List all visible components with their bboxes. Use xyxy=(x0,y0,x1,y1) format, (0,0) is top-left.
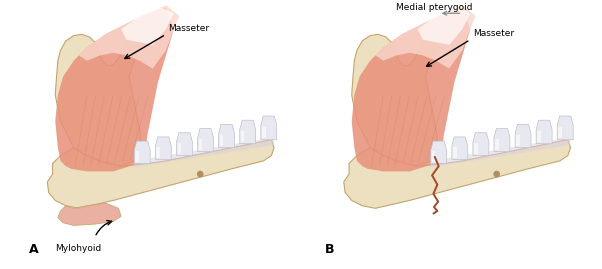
Polygon shape xyxy=(418,7,470,45)
Polygon shape xyxy=(430,141,447,164)
Polygon shape xyxy=(134,137,274,167)
Polygon shape xyxy=(453,147,456,158)
Polygon shape xyxy=(79,5,179,69)
Polygon shape xyxy=(121,7,174,45)
Text: Mylohyoid: Mylohyoid xyxy=(55,244,102,253)
Polygon shape xyxy=(241,131,244,142)
Polygon shape xyxy=(516,135,520,146)
Polygon shape xyxy=(557,116,573,140)
Polygon shape xyxy=(58,203,121,225)
Polygon shape xyxy=(178,143,181,154)
Polygon shape xyxy=(261,116,277,140)
Text: A: A xyxy=(29,243,39,256)
Polygon shape xyxy=(197,129,214,152)
Polygon shape xyxy=(495,139,498,150)
Polygon shape xyxy=(431,137,571,167)
Polygon shape xyxy=(262,127,265,139)
Polygon shape xyxy=(474,143,477,154)
Polygon shape xyxy=(135,151,139,162)
Polygon shape xyxy=(452,137,468,160)
Polygon shape xyxy=(199,139,202,150)
Circle shape xyxy=(494,171,499,177)
Polygon shape xyxy=(157,147,160,158)
Text: Masseter: Masseter xyxy=(473,29,514,38)
Polygon shape xyxy=(558,127,562,139)
Polygon shape xyxy=(55,33,142,166)
Polygon shape xyxy=(240,120,256,144)
Polygon shape xyxy=(494,129,510,152)
Polygon shape xyxy=(376,5,476,69)
Polygon shape xyxy=(352,33,439,166)
Polygon shape xyxy=(48,140,274,208)
Polygon shape xyxy=(219,124,235,148)
Polygon shape xyxy=(515,124,531,148)
Text: B: B xyxy=(325,243,335,256)
Polygon shape xyxy=(344,140,571,208)
Text: Masseter: Masseter xyxy=(169,24,209,33)
Polygon shape xyxy=(134,141,150,164)
Polygon shape xyxy=(536,120,552,144)
Polygon shape xyxy=(220,135,223,146)
Polygon shape xyxy=(473,133,489,155)
Polygon shape xyxy=(352,8,470,171)
Polygon shape xyxy=(55,8,174,171)
Polygon shape xyxy=(432,151,435,162)
Circle shape xyxy=(197,171,203,177)
Polygon shape xyxy=(176,133,193,155)
Polygon shape xyxy=(155,137,172,160)
Text: Medial pterygoid: Medial pterygoid xyxy=(397,3,473,12)
Polygon shape xyxy=(537,131,541,142)
